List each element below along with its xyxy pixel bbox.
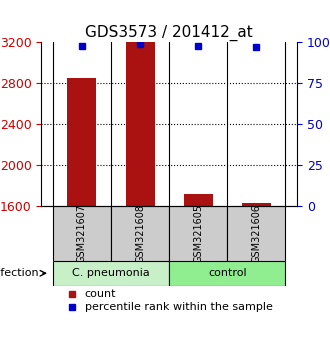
FancyBboxPatch shape	[169, 206, 227, 261]
FancyBboxPatch shape	[53, 206, 111, 261]
Text: control: control	[208, 268, 247, 278]
Text: GSM321606: GSM321606	[251, 204, 261, 263]
Text: infection: infection	[0, 268, 38, 278]
FancyBboxPatch shape	[111, 206, 169, 261]
Title: GDS3573 / 201412_at: GDS3573 / 201412_at	[85, 25, 253, 41]
Text: GSM321608: GSM321608	[135, 204, 145, 263]
Text: GSM321607: GSM321607	[77, 204, 87, 263]
Bar	[67, 78, 96, 206]
FancyBboxPatch shape	[53, 261, 169, 286]
Text: GSM321605: GSM321605	[193, 204, 203, 263]
FancyBboxPatch shape	[169, 261, 285, 286]
Bar	[184, 194, 213, 206]
Bar	[125, 42, 154, 206]
FancyBboxPatch shape	[227, 206, 285, 261]
Text: count: count	[85, 289, 116, 299]
Bar	[242, 204, 271, 206]
Text: C. pneumonia: C. pneumonia	[72, 268, 150, 278]
Text: percentile rank within the sample: percentile rank within the sample	[85, 302, 273, 312]
